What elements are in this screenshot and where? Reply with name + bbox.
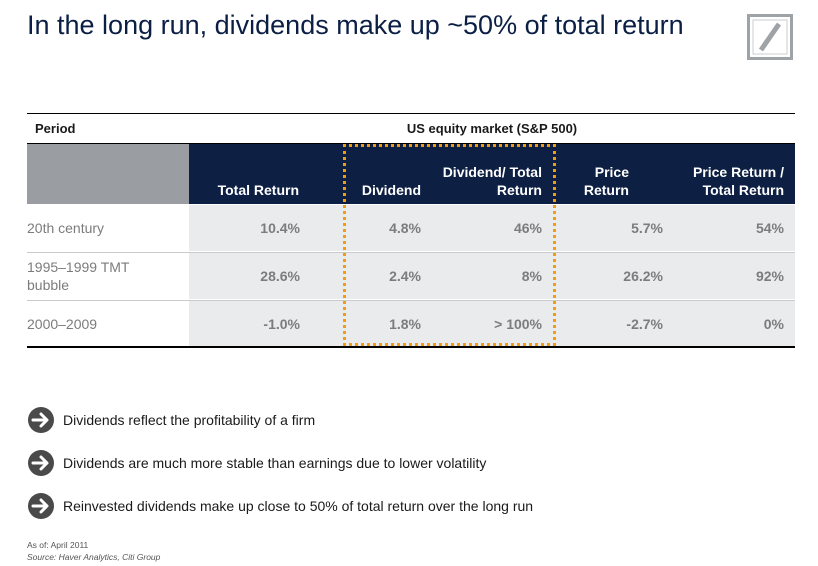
cell-price-return: 26.2% <box>623 268 663 284</box>
cell-price-ratio: 0% <box>763 315 784 332</box>
cell-dividend: 1.8% <box>389 315 421 332</box>
source-note: Source: Haver Analytics, Citi Group <box>27 552 161 562</box>
row-period: 20th century <box>27 220 105 236</box>
cell-dividend: 4.8% <box>389 220 421 236</box>
cell-total-return: 10.4% <box>260 220 300 236</box>
column-header-total-return: Total Return <box>217 182 299 198</box>
cell-dividend-ratio: > 100% <box>494 315 542 332</box>
dividend-highlight-box <box>343 144 556 346</box>
cell-dividend-ratio: 46% <box>513 220 542 236</box>
period-header-block <box>27 144 189 204</box>
cell-total-return: 28.6% <box>260 268 300 284</box>
row-period: 2000–2009 <box>27 315 98 332</box>
bullet-text: Reinvested dividends make up close to 50… <box>63 498 534 514</box>
list-item: Dividends are much more stable than earn… <box>27 449 486 477</box>
table-bottom-rule <box>27 346 795 348</box>
column-header-dividend-total-return: Dividend/ Total Return <box>442 164 542 198</box>
table-top-rule <box>27 113 795 114</box>
period-header: Period <box>35 121 76 136</box>
list-item: Reinvested dividends make up close to 50… <box>27 492 533 520</box>
cell-price-return: 5.7% <box>631 220 663 236</box>
cell-dividend: 2.4% <box>389 268 421 284</box>
page-title: In the long run, dividends make up ~50% … <box>27 10 684 40</box>
table-row: 20th century 10.4% 4.8% 46% 5.7% 54% <box>27 205 795 251</box>
deutsche-bank-logo-icon <box>747 14 793 60</box>
arrow-right-icon <box>28 407 54 433</box>
market-group-header: US equity market (S&P 500) <box>406 121 578 136</box>
header-rule <box>27 143 795 144</box>
column-header-price-total-return: Price Return / Total Return <box>692 164 784 198</box>
cell-price-ratio: 92% <box>755 268 784 284</box>
table-row: 2000–2009 -1.0% 1.8% > 100% -2.7% 0% <box>27 301 795 346</box>
column-header-dividend: Dividend <box>361 182 421 198</box>
cell-price-return: -2.7% <box>626 315 663 332</box>
bullet-text: Dividends reflect the profitability of a… <box>63 412 316 428</box>
as-of-note: As of: April 2011 <box>27 540 89 550</box>
table-row: 1995–1999 TMT bubble 28.6% 2.4% 8% 26.2%… <box>27 253 795 299</box>
row-period: 1995–1999 TMT bubble <box>27 259 130 293</box>
column-header-price-return: Price Return <box>583 164 629 198</box>
column-header-band <box>189 144 795 204</box>
cell-price-ratio: 54% <box>755 220 784 236</box>
list-item: Dividends reflect the profitability of a… <box>27 406 315 434</box>
row-separator <box>27 252 795 253</box>
bullet-text: Dividends are much more stable than earn… <box>63 455 487 471</box>
cell-total-return: -1.0% <box>263 315 300 332</box>
cell-dividend-ratio: 8% <box>521 268 542 284</box>
arrow-right-icon <box>28 493 54 519</box>
arrow-right-icon <box>28 450 54 476</box>
row-separator <box>27 300 795 301</box>
